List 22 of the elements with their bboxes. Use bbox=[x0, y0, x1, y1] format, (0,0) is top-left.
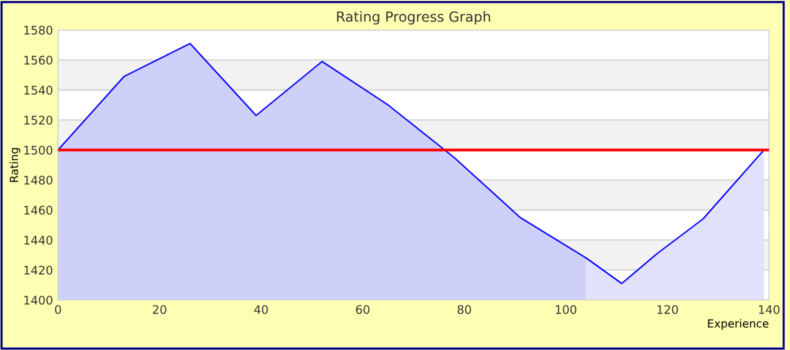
y-tick-label: 1480 bbox=[24, 176, 52, 185]
x-tick-label: 0 bbox=[55, 305, 61, 314]
x-tick-label: 60 bbox=[356, 305, 370, 314]
x-axis-title: Experience bbox=[708, 319, 768, 330]
chart-title: Rating Progress Graph bbox=[337, 11, 490, 25]
y-tick-label: 1440 bbox=[24, 236, 52, 245]
x-tick-label: 40 bbox=[254, 305, 268, 314]
line-series bbox=[58, 42, 765, 284]
y-tick-label: 1540 bbox=[24, 86, 52, 95]
y-tick-label: 1400 bbox=[24, 296, 52, 305]
x-tick-label: 120 bbox=[657, 305, 678, 314]
x-tick-label: 140 bbox=[759, 305, 780, 314]
x-tick-label: 80 bbox=[458, 305, 472, 314]
y-tick-label: 1560 bbox=[24, 56, 52, 65]
y-tick-label: 1460 bbox=[24, 206, 52, 215]
y-tick-label: 1420 bbox=[24, 266, 52, 275]
y-axis-title: Rating bbox=[10, 148, 20, 182]
y-tick-label: 1520 bbox=[24, 116, 52, 125]
x-tick-label: 100 bbox=[556, 305, 576, 314]
y-tick-label: 1580 bbox=[24, 26, 52, 35]
y-tick-label: 1500 bbox=[24, 146, 52, 155]
x-tick-label: 20 bbox=[152, 305, 166, 314]
